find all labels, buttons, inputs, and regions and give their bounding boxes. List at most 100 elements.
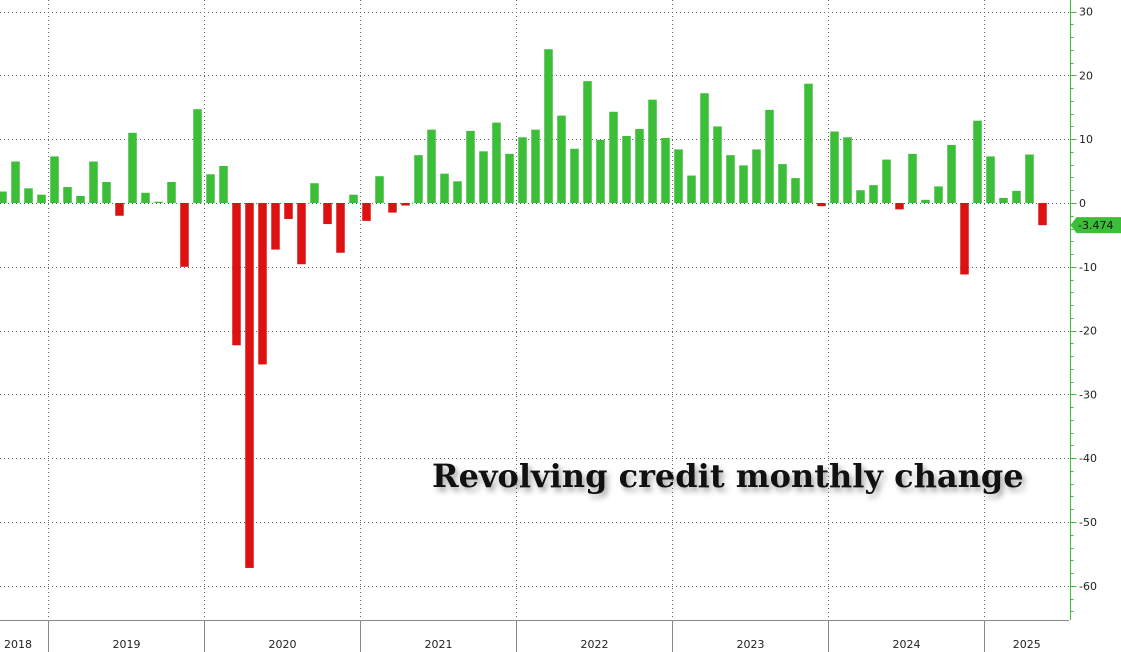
bar [11,161,20,203]
bar [193,109,202,203]
bar [908,153,917,203]
bar [609,111,618,203]
y-tick-label: -10 [1079,261,1097,274]
bars-layer [0,49,1047,568]
bar [401,203,410,206]
bar [180,203,189,267]
bar [505,153,514,203]
bar [414,155,423,203]
y-tick-label: -20 [1079,325,1097,338]
y-tick-label: -60 [1079,580,1097,593]
bar [37,194,46,203]
last-value-badge [1070,217,1121,234]
year-label: 2021 [425,638,453,651]
bar [388,203,397,213]
bar [349,194,358,203]
bar [947,144,956,203]
bar [882,159,891,203]
bar [804,83,813,203]
bar [479,151,488,203]
y-tick-label: -50 [1079,516,1097,529]
y-tick-label: -40 [1079,452,1097,465]
bar [583,81,592,203]
bar [63,187,72,203]
bar [336,203,345,253]
bar [817,203,826,207]
bar [310,183,319,203]
bar [726,155,735,203]
bar [661,137,670,203]
bar [1012,190,1021,203]
bar [141,192,150,203]
bar [687,175,696,203]
bar [24,188,33,203]
bar [570,148,579,203]
year-label: 2025 [1013,638,1041,651]
bar [76,195,85,203]
bar [258,203,267,365]
bar [557,115,566,203]
bar [752,149,761,203]
year-label: 2018 [4,638,32,651]
bar [960,203,969,275]
bar [271,203,280,250]
bar [427,129,436,203]
y-tick-label: 20 [1079,69,1093,82]
bar [219,166,228,203]
bar [1038,203,1047,226]
chart-title: Revolving credit monthly change [432,457,1024,495]
bar [843,137,852,203]
bar [1025,154,1034,203]
y-axis: 30 20 10 0 -10 -20 -30 -40 -50 -60 -3.474 [1070,0,1121,620]
bar [167,181,176,203]
bar [856,190,865,203]
bar [531,129,540,203]
bar [492,122,501,203]
bar [596,139,605,203]
year-label: 2023 [737,638,765,651]
bar [973,120,982,203]
bar [466,130,475,203]
year-label: 2019 [113,638,141,651]
bar [700,93,709,203]
bar [921,199,930,203]
bar [934,186,943,203]
y-tick-label: 10 [1079,133,1093,146]
bar [154,201,163,203]
year-label: 2020 [269,638,297,651]
bar [778,164,787,203]
bar [50,156,59,203]
year-label: 2024 [893,638,921,651]
bar [830,131,839,203]
bar [440,173,449,203]
year-label: 2022 [581,638,609,651]
bar [89,161,98,203]
bar [648,99,657,203]
last-value-label: -3.474 [1078,219,1113,232]
bar [544,49,553,203]
bar [869,185,878,203]
bar [635,128,644,203]
x-axis: 2018 2019 2020 2021 2022 2023 2024 2025 [0,620,1069,652]
bar [674,149,683,203]
bar [622,136,631,203]
y-tick-label: 0 [1079,197,1086,210]
bar [297,203,306,265]
bar [362,203,371,221]
bar [115,203,124,216]
bar [765,109,774,203]
bar [791,178,800,203]
bar [739,165,748,203]
bar [986,156,995,203]
bar [323,203,332,225]
y-tick-label: 30 [1079,6,1093,19]
bar [453,181,462,203]
bar [245,203,254,568]
bar [518,137,527,203]
grid-layer [0,0,1069,620]
bar [284,203,293,219]
bar [232,203,241,346]
bar [895,203,904,210]
bar [128,132,137,203]
